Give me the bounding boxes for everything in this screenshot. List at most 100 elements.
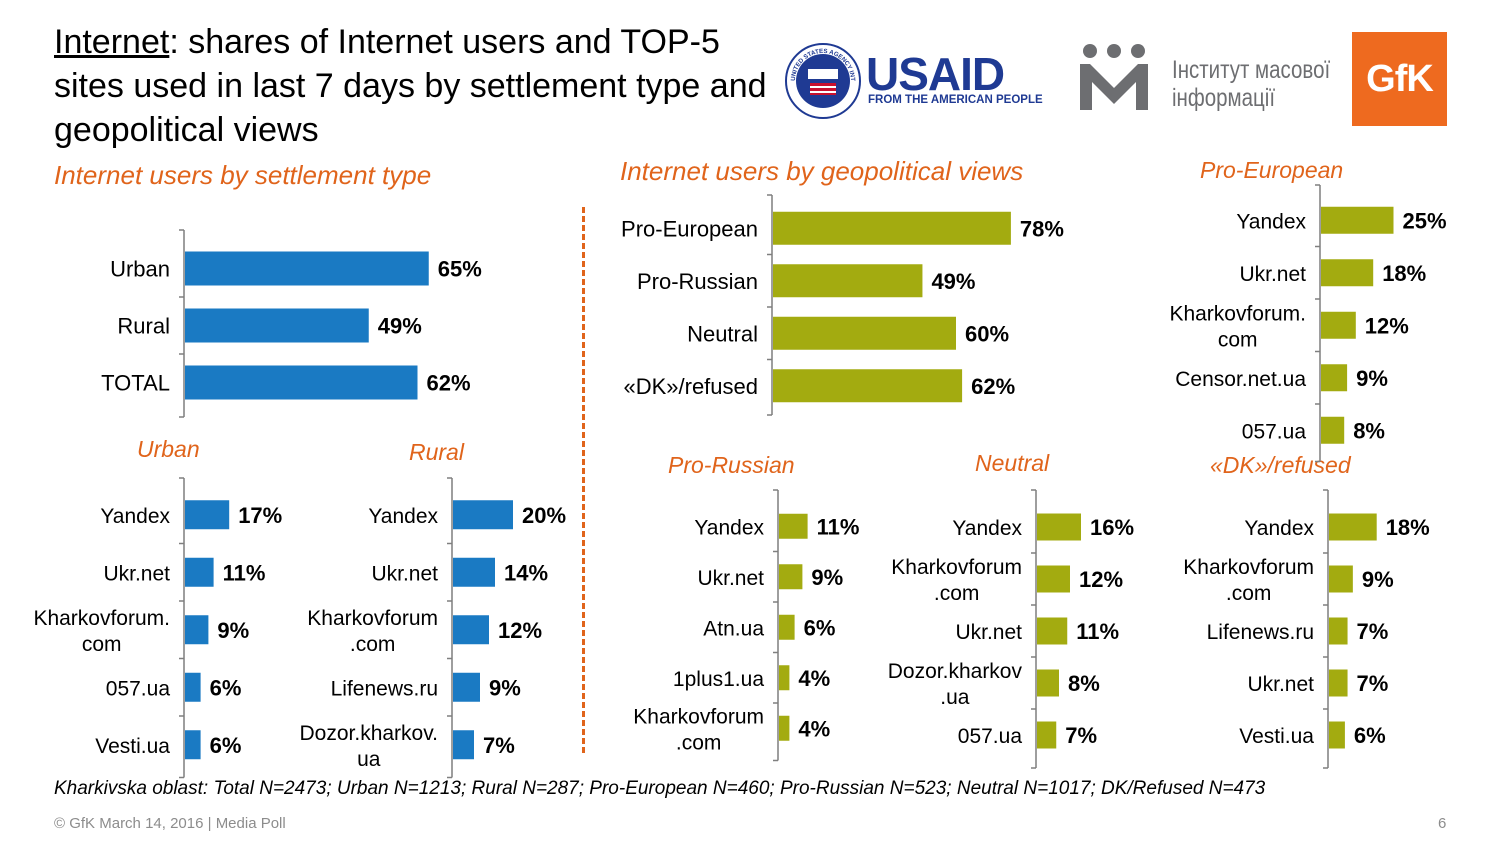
bar-2 xyxy=(773,264,923,298)
category-label: Vesti.ua xyxy=(1239,725,1314,748)
title-underlined: Internet xyxy=(54,23,170,61)
category-label-line: Ukr.net xyxy=(371,562,438,585)
value-label: 18% xyxy=(1382,261,1426,286)
pro-russian-chart: 11% Yandex 9% Ukr.net 6% Atn.ua 4% 1plus1.ua 4% K… xyxy=(633,489,860,762)
imi-logo-icon xyxy=(1080,44,1148,110)
category-label-line: .com xyxy=(676,731,722,754)
category-label-line: com xyxy=(82,633,122,656)
neutral-title: Neutral xyxy=(975,450,1050,476)
gfk-logo: GfK xyxy=(1352,32,1447,126)
bar-2 xyxy=(185,308,369,343)
bar-5 xyxy=(779,715,790,741)
value-label: 14% xyxy=(504,560,548,585)
page-number: 6 xyxy=(1438,815,1447,832)
title-rest: : shares of Internet users and TOP-5 sit… xyxy=(54,23,767,149)
value-label: 6% xyxy=(804,615,836,640)
category-label: Kharkovforum.com xyxy=(307,607,438,656)
value-label: 62% xyxy=(427,371,471,396)
category-label-line: .com xyxy=(350,633,396,656)
category-label: Kharkovforum. com xyxy=(33,607,170,656)
bar-5 xyxy=(185,730,201,760)
category-label: Kharkovforum.com xyxy=(1183,556,1314,605)
imi-logo-text: Інститут масової інформації xyxy=(1172,56,1330,112)
category-label: Vesti.ua xyxy=(95,735,170,758)
category-label-line: Yandex xyxy=(1244,517,1314,540)
category-label-line: Censor.net.ua xyxy=(1175,368,1306,391)
value-label: 12% xyxy=(1079,567,1123,592)
bar-1 xyxy=(1321,206,1394,234)
category-label-line: .com xyxy=(1226,582,1272,605)
value-label: 6% xyxy=(210,675,242,700)
category-label-line: Kharkovforum xyxy=(633,705,764,728)
category-label-line: Yandex xyxy=(694,516,764,539)
usaid-seal-icon: UNITED STATES AGENCY INTERNATIONAL DEVEL… xyxy=(784,42,861,119)
value-label: 4% xyxy=(798,666,830,691)
category-label: Kharkovforum .com xyxy=(633,705,764,754)
value-label: 11% xyxy=(223,560,266,585)
urban-title: Urban xyxy=(137,436,200,462)
category-label-line: Yandex xyxy=(100,505,170,528)
category-label-line: Kharkovforum xyxy=(891,556,1022,579)
category-label: Yandex xyxy=(1236,210,1306,233)
bar-3 xyxy=(185,365,418,400)
category-label-line: «DK»/refused xyxy=(623,374,758,399)
bar-1 xyxy=(779,513,808,539)
value-label: 65% xyxy=(438,257,482,282)
bar-4 xyxy=(1329,669,1348,697)
value-label: 4% xyxy=(798,716,830,741)
value-label: 12% xyxy=(1365,313,1409,338)
value-label: 7% xyxy=(483,733,515,758)
category-label: Atn.ua xyxy=(703,617,764,640)
value-label: 9% xyxy=(1356,366,1388,391)
value-label: 11% xyxy=(817,514,860,539)
category-label-line: .ua xyxy=(940,686,970,709)
geopolitical-chart: 78% Pro-European 49% Pro-Russian 60% Neutral 6… xyxy=(621,194,1064,416)
bar-2 xyxy=(779,564,803,590)
settlement-section-title: Internet users by settlement type xyxy=(54,160,432,190)
bar-4 xyxy=(1321,364,1348,392)
category-label: Lifenews.ru xyxy=(331,677,438,700)
bar-2 xyxy=(1321,259,1374,287)
category-label-line: Kharkovforum. xyxy=(1169,302,1306,325)
category-label-line: 1plus1.ua xyxy=(673,668,764,691)
category-label-line: Urban xyxy=(110,257,170,282)
category-label: Dozor.kharkov. ua xyxy=(300,722,439,771)
category-label-line: 057.ua xyxy=(106,677,171,700)
settlement-chart: 65% Urban 49% Rural 62% TOTAL xyxy=(101,229,482,418)
category-label: Yandex xyxy=(368,505,438,528)
bar-3 xyxy=(185,615,209,645)
category-label-line: Lifenews.ru xyxy=(331,677,438,700)
value-label: 20% xyxy=(522,503,566,528)
category-label-line: Dozor.kharkov xyxy=(888,660,1023,683)
urban-chart: 17% Yandex 11% Ukr.net 9% Kharkovforum. com 6% 0… xyxy=(33,477,282,779)
category-label: Kharkovforum.com xyxy=(891,556,1022,605)
usaid-logo: USAID xyxy=(866,48,1005,100)
pro-european-chart: 25% Yandex 18% Ukr.net 12% Kharkovforum. com 9%… xyxy=(1169,184,1447,463)
value-label: 7% xyxy=(1357,619,1389,644)
category-label-line: Neutral xyxy=(687,321,758,346)
category-label: 057.ua xyxy=(958,725,1023,748)
bar-3 xyxy=(453,615,489,645)
category-label-line: Ukr.net xyxy=(955,621,1022,644)
rural-chart: 20% Yandex 14% Ukr.net 12% Kharkovforum .com 9%… xyxy=(300,477,566,779)
category-label: Urban xyxy=(110,257,170,282)
value-label: 62% xyxy=(971,374,1015,399)
bar-4 xyxy=(779,665,790,691)
bar-4 xyxy=(453,672,480,702)
category-label-line: Ukr.net xyxy=(697,567,764,590)
value-label: 17% xyxy=(238,503,282,528)
bar-5 xyxy=(1037,721,1057,749)
bar-4 xyxy=(1037,669,1059,697)
category-label: 057.ua xyxy=(106,677,171,700)
value-label: 9% xyxy=(811,565,843,590)
value-label: 9% xyxy=(489,675,521,700)
category-label: Lifenews.ru xyxy=(1207,621,1314,644)
bar-4 xyxy=(773,369,963,403)
category-label-line: TOTAL xyxy=(101,371,170,396)
category-label-line: Ukr.net xyxy=(103,562,170,585)
category-label: Pro-Russian xyxy=(637,269,758,294)
category-label-line: Pro-Russian xyxy=(637,269,758,294)
bar-1 xyxy=(1329,513,1377,541)
value-label: 11% xyxy=(1076,619,1119,644)
category-label-line: Kharkovforum. xyxy=(33,607,170,630)
